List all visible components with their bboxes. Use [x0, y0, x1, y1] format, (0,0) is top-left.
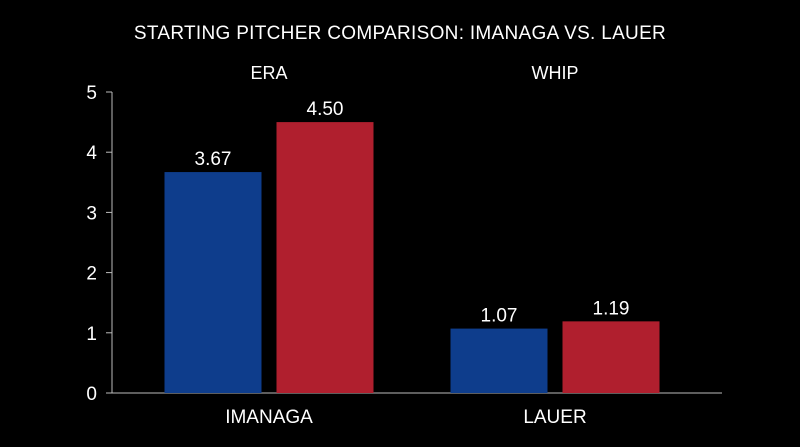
y-tick-label: 1	[86, 324, 97, 345]
y-tick-label: 5	[86, 83, 97, 104]
y-tick-label: 2	[86, 264, 97, 285]
bar-lauer-2	[562, 321, 660, 393]
y-axis: 0 1 2 3 4 5	[86, 83, 113, 405]
bars	[164, 122, 660, 393]
group-label-whip: WHIP	[532, 63, 579, 83]
data-label-lauer-2: 1.19	[593, 298, 630, 319]
group-label-era: ERA	[250, 63, 287, 83]
data-label-lauer-1: 1.07	[481, 306, 518, 327]
data-label-imanaga-1: 3.67	[195, 149, 232, 170]
y-tick-label: 0	[86, 384, 97, 405]
bar-lauer-1	[450, 328, 548, 393]
data-label-imanaga-2: 4.50	[307, 99, 344, 120]
category-label-lauer: LAUER	[523, 407, 586, 428]
y-tick-label: 4	[86, 143, 97, 164]
bar-imanaga-2	[276, 122, 374, 393]
bar-imanaga-1	[164, 172, 262, 393]
y-tick-label: 3	[86, 203, 97, 224]
chart-title: STARTING PITCHER COMPARISON: IMANAGA VS.…	[134, 23, 666, 44]
category-label-imanaga: IMANAGA	[225, 407, 313, 428]
data-labels: 3.67 4.50 1.07 1.19	[195, 99, 630, 326]
